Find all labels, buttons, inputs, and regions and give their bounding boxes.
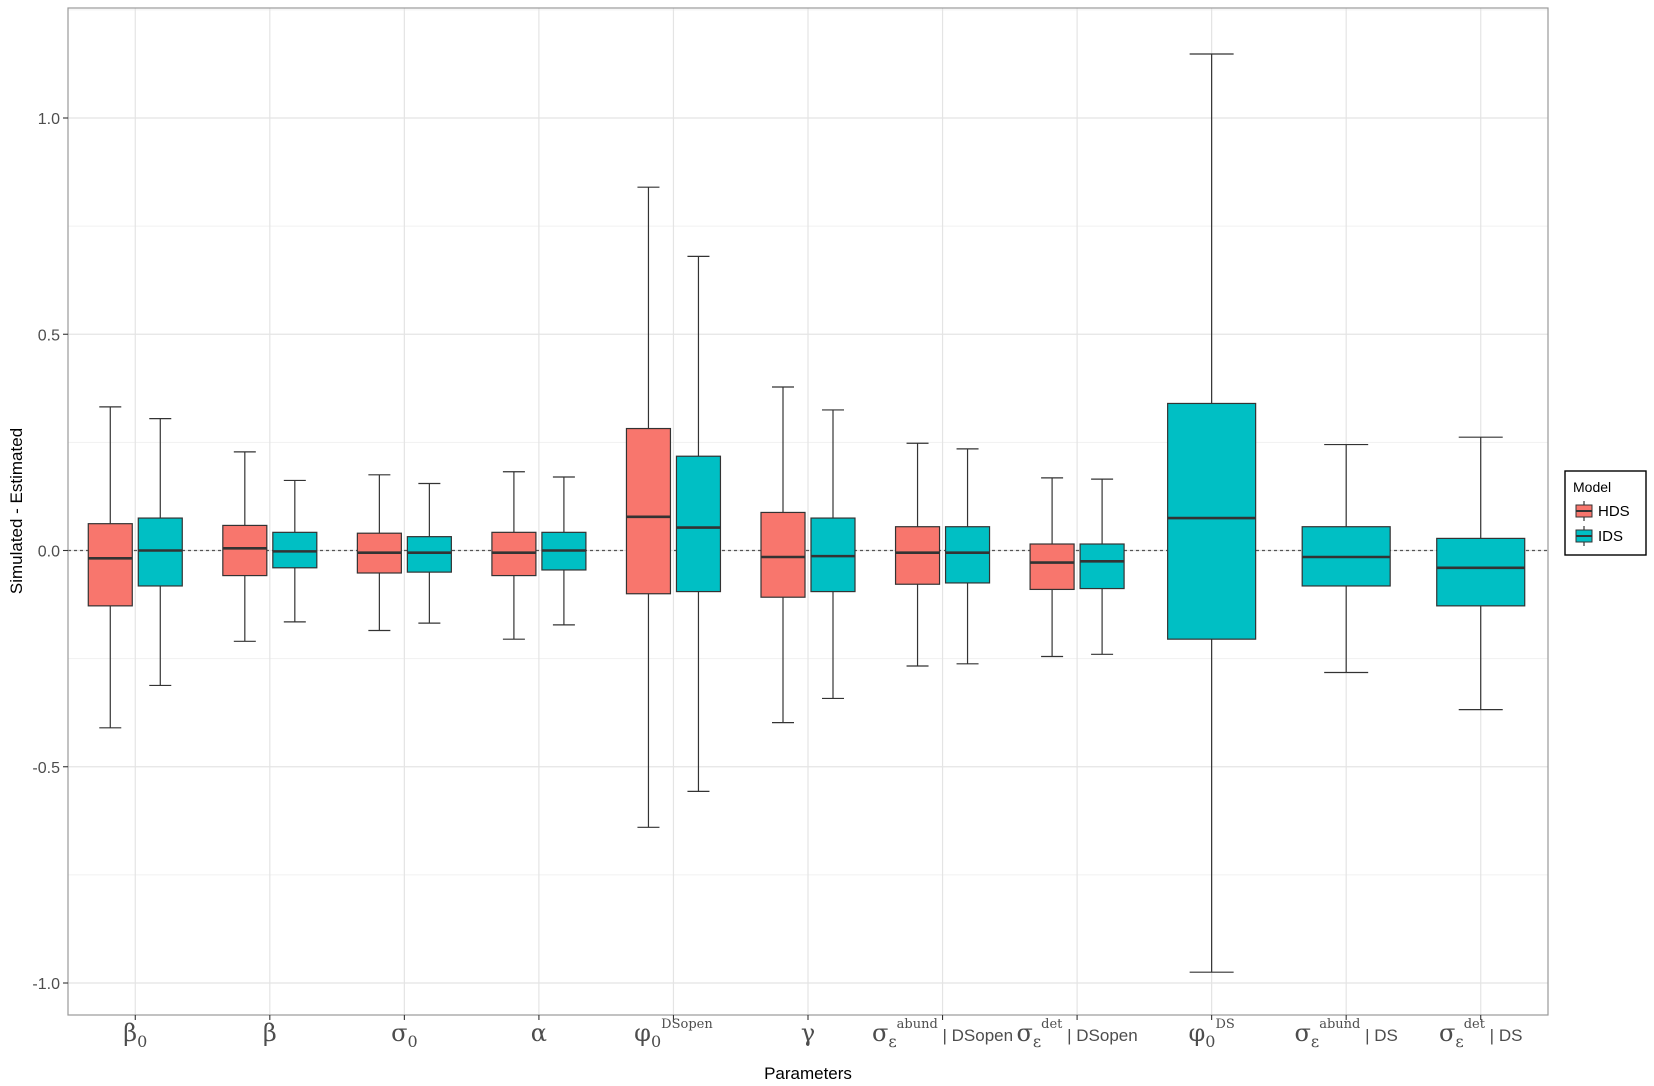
box-iqr (625, 427, 672, 595)
x-tick-label-subscript: ε (888, 1032, 896, 1051)
x-tick-label-superscript: det (1041, 1017, 1063, 1032)
box-hds-sigma-det-dsopen (1029, 477, 1075, 658)
legend-label-hds: HDS (1598, 503, 1630, 520)
box-ids-alpha (541, 476, 587, 626)
x-tick-label-base: σ (1295, 1019, 1311, 1047)
box-series (87, 53, 1526, 973)
x-tick-label-superscript: abund (1319, 1017, 1360, 1032)
box-iqr (406, 536, 452, 573)
x-tick-label-superscript: abund (897, 1017, 938, 1032)
y-tick-label: -1.0 (32, 976, 60, 993)
box-iqr (1029, 543, 1075, 591)
box-ids-sigma-det-ds (1436, 436, 1526, 711)
x-tick-label-base: σ (391, 1019, 407, 1047)
box-hds-beta0 (87, 406, 133, 729)
y-tick-label: -0.5 (32, 760, 60, 777)
x-tick-label-phi0-dsopen: φ0DSopen (634, 1017, 713, 1051)
x-tick-label-base: σ (1439, 1019, 1455, 1047)
x-tick-label-subscript: ε (1311, 1032, 1319, 1051)
box-iqr (87, 523, 133, 607)
x-tick-label-base: β (123, 1019, 137, 1047)
box-iqr (944, 526, 991, 584)
box-ids-beta0 (137, 417, 183, 687)
box-iqr (137, 517, 183, 587)
box-iqr (1167, 402, 1257, 640)
x-tick-label-base: γ (801, 1019, 815, 1047)
x-tick-label-subscript: 0 (651, 1032, 661, 1051)
x-tick-label-gamma: γ (801, 1019, 815, 1047)
box-hds-gamma (760, 386, 806, 724)
box-iqr (1079, 543, 1125, 590)
x-tick-label-suffix: | DS (1485, 1026, 1522, 1045)
x-tick-label-base: σ (872, 1019, 888, 1047)
box-hds-phi0-dsopen (625, 186, 672, 828)
x-tick-label-sigma-det-ds: σεdet | DS (1439, 1017, 1522, 1051)
x-tick-label-base: β (263, 1019, 277, 1047)
box-iqr (760, 511, 806, 598)
box-ids-sigma-det-dsopen (1079, 478, 1125, 655)
x-tick-label-suffix: | DSopen (938, 1026, 1013, 1045)
box-hds-sigma-abund-dsopen (894, 442, 941, 667)
x-tick-label-beta0: β0 (123, 1019, 147, 1051)
x-tick-label-suffix: | DS (1360, 1026, 1397, 1045)
x-tick-label-superscript: det (1464, 1017, 1486, 1032)
x-axis-title: Parameters (764, 1064, 852, 1083)
box-hds-beta (222, 451, 268, 642)
x-tick-label-sigma-det-dsopen: σεdet | DSopen (1016, 1017, 1137, 1051)
x-axis-ticks: β0 β σ0 α φ0DSopen γ σεabund | DSopen σεdet | D… (123, 1015, 1522, 1051)
box-ids-sigma-abund-dsopen (944, 448, 991, 665)
y-tick-label: 0.5 (38, 327, 60, 344)
box-hds-alpha (491, 471, 537, 640)
x-tick-label-superscript: DS (1215, 1017, 1234, 1032)
x-tick-label-superscript: DSopen (661, 1017, 713, 1032)
y-axis-ticks: 1.0 0.5 0.0 -0.5 -1.0 (32, 111, 68, 993)
x-tick-label-subscript: 0 (1205, 1032, 1215, 1051)
box-ids-beta (272, 479, 318, 623)
box-ids-phi0-ds (1167, 53, 1257, 973)
box-iqr (1436, 537, 1526, 607)
box-iqr (894, 526, 941, 585)
box-ids-sigma0 (406, 482, 452, 624)
legend-title: Model (1573, 479, 1611, 495)
box-iqr (222, 524, 268, 577)
box-hds-sigma0 (356, 474, 402, 632)
legend-item-ids: IDS (1575, 526, 1623, 546)
y-tick-label: 1.0 (38, 111, 60, 128)
legend-label-ids: IDS (1598, 528, 1623, 545)
x-tick-label-phi0-ds: φ0DS (1188, 1017, 1234, 1051)
box-iqr (675, 455, 722, 593)
x-tick-label-beta: β (263, 1019, 277, 1047)
legend-item-hds: HDS (1575, 501, 1630, 521)
box-ids-phi0-dsopen (675, 255, 722, 793)
box-ids-sigma-abund-ds (1301, 443, 1391, 674)
y-axis-title: Simulated - Estimated (7, 428, 26, 594)
x-tick-label-sigma0: σ0 (391, 1019, 418, 1051)
x-tick-label-subscript: 0 (407, 1032, 417, 1051)
x-tick-label-base: σ (1016, 1019, 1032, 1047)
y-tick-label: 0.0 (38, 544, 60, 561)
x-tick-label-sigma-abund-ds: σεabund | DS (1295, 1017, 1398, 1051)
x-tick-label-base: φ (1188, 1019, 1205, 1047)
x-tick-label-subscript: 0 (137, 1032, 147, 1051)
x-tick-label-subscript: ε (1455, 1032, 1463, 1051)
box-ids-gamma (810, 409, 856, 700)
x-tick-label-subscript: ε (1033, 1032, 1041, 1051)
legend: Model HDS IDS (1564, 470, 1647, 556)
x-tick-label-base: α (531, 1019, 547, 1047)
x-tick-label-base: φ (634, 1019, 651, 1047)
x-tick-label-suffix: | DSopen (1062, 1026, 1137, 1045)
x-tick-label-sigma-abund-dsopen: σεabund | DSopen (872, 1017, 1013, 1051)
x-tick-label-alpha: α (531, 1019, 547, 1047)
